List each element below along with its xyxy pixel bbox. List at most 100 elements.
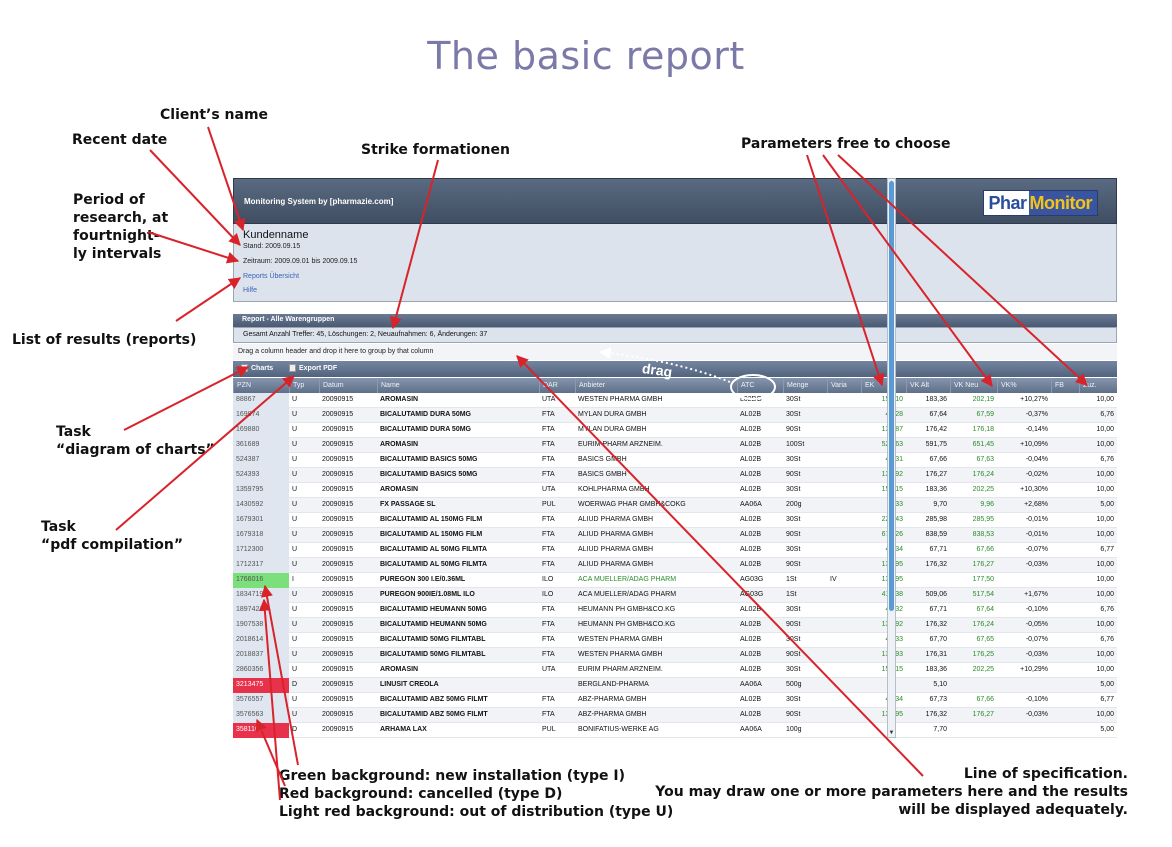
table-row[interactable]: 88867 U 20090915 AROMASIN UTA WESTEN PHARMA G… bbox=[233, 393, 1117, 408]
column-header-varia[interactable]: Varia bbox=[827, 378, 861, 393]
column-header-fb[interactable]: FB bbox=[1051, 378, 1079, 393]
scrollbar[interactable]: ▲ ▼ bbox=[887, 178, 896, 738]
callout-client-name: Client’s name bbox=[160, 107, 269, 123]
cell-name: BICALUTAMID AL 150MG FILM bbox=[380, 516, 483, 523]
table-row[interactable]: 1712317 U 20090915 BICALUTAMID AL 50MG FILM… bbox=[233, 558, 1117, 573]
table-row[interactable]: 1679318 U 20090915 BICALUTAMID AL 150MG FIL… bbox=[233, 528, 1117, 543]
export-pdf-button[interactable]: Export PDF bbox=[289, 361, 337, 377]
cell-varia bbox=[827, 603, 861, 618]
reports-overview-link[interactable]: Reports Übersicht bbox=[243, 273, 300, 280]
table-row[interactable]: 2860356 U 20090915 AROMASIN UTA EURIM PHARM A… bbox=[233, 663, 1117, 678]
column-header-anbieter[interactable]: Anbieter bbox=[575, 378, 737, 393]
cell-pzn: 1359795 bbox=[233, 483, 289, 498]
table-row[interactable]: 1897421 U 20090915 BICALUTAMID HEUMANN 50MG… bbox=[233, 603, 1117, 618]
cell-atc: AL02B bbox=[740, 621, 762, 628]
help-link[interactable]: Hilfe bbox=[243, 287, 258, 294]
table-row[interactable]: 524393 U 20090915 BICALUTAMID BASICS 50MG FT… bbox=[233, 468, 1117, 483]
summary-bar: Gesamt Anzahl Treffer: 45, Löschungen: 2… bbox=[233, 327, 1117, 343]
table-row[interactable]: 169874 U 20090915 BICALUTAMID DURA 50MG FTA M… bbox=[233, 408, 1117, 423]
column-header-vk-[interactable]: VK% bbox=[997, 378, 1051, 393]
table-row[interactable]: 2018837 U 20090915 BICALUTAMID 50MG FILMTAB… bbox=[233, 648, 1117, 663]
column-header-vk-neu[interactable]: VK Neu bbox=[950, 378, 997, 393]
cell-name: AROMASIN bbox=[380, 486, 419, 493]
cell-pzn: 1834719 bbox=[233, 588, 289, 603]
cell-atc: AL02B bbox=[740, 651, 762, 658]
table-row[interactable]: 3213475 D 20090915 LINUSIT CREOLA BERGLAND-P… bbox=[233, 678, 1117, 693]
cell-atc: L02BG bbox=[740, 396, 762, 403]
cell-vkneu bbox=[950, 678, 997, 693]
cell-pzn: 1712300 bbox=[233, 543, 289, 558]
cell-ek: 136,95 bbox=[861, 573, 906, 588]
column-header-dar[interactable]: DAR bbox=[539, 378, 575, 393]
export-pdf-label: Export PDF bbox=[299, 365, 338, 372]
table-row[interactable]: 3576557 U 20090915 BICALUTAMID ABZ 50MG FIL… bbox=[233, 693, 1117, 708]
column-header-name[interactable]: Name bbox=[377, 378, 539, 393]
cell-dar: FTA bbox=[542, 651, 555, 658]
scroll-thumb[interactable] bbox=[889, 181, 894, 611]
cell-zuz: 10,00 bbox=[1096, 651, 1114, 658]
cell-vkalt: 838,59 bbox=[925, 531, 947, 538]
cell-pzn: 88867 bbox=[233, 393, 289, 408]
cell-typ: U bbox=[292, 456, 298, 463]
cell-vkp bbox=[997, 678, 1051, 693]
cell-anbieter: ALIUD PHARMA GMBH bbox=[578, 546, 654, 553]
cell-vkalt: 67,73 bbox=[929, 696, 947, 703]
cell-vkalt: 176,27 bbox=[925, 471, 947, 478]
table-row[interactable]: 2018614 U 20090915 BICALUTAMID 50MG FILMTAB… bbox=[233, 633, 1117, 648]
cell-ek: 47,33 bbox=[861, 633, 906, 648]
cell-anbieter: HEUMANN PH GMBH&CO.KG bbox=[578, 606, 676, 613]
cell-dar: FTA bbox=[542, 636, 555, 643]
report-title-bar: Report - Alle Warengruppen bbox=[233, 314, 1117, 327]
cell-zuz: 10,00 bbox=[1096, 531, 1114, 538]
cell-anbieter: WESTEN PHARMA GMBH bbox=[578, 636, 663, 643]
table-row[interactable]: 1430592 U 20090915 FX PASSAGE SL PUL WOERWAG … bbox=[233, 498, 1117, 513]
cell-name: AROMASIN bbox=[380, 396, 419, 403]
cell-fb bbox=[1051, 513, 1079, 528]
column-header-typ[interactable]: Typ bbox=[289, 378, 319, 393]
table-row[interactable]: 169880 U 20090915 BICALUTAMID DURA 50MG FTA M… bbox=[233, 423, 1117, 438]
cell-datum: 20090915 bbox=[322, 651, 354, 658]
column-header-datum[interactable]: Datum bbox=[319, 378, 377, 393]
column-header-zuz-[interactable]: Zuz. bbox=[1079, 378, 1117, 393]
cell-vkalt: 176,31 bbox=[925, 651, 947, 658]
cell-datum: 20090915 bbox=[322, 561, 354, 568]
group-drop-zone[interactable]: Drag a column header and drop it here to… bbox=[233, 344, 1117, 360]
column-header-menge[interactable]: Menge bbox=[783, 378, 827, 393]
scroll-down-icon[interactable]: ▼ bbox=[888, 730, 895, 736]
table-row[interactable]: 1834719 U 20090915 PUREGON 900IE/1.08ML ILO… bbox=[233, 588, 1117, 603]
cell-vkalt: 183,36 bbox=[925, 666, 947, 673]
cell-ek: 135,92 bbox=[861, 468, 906, 483]
column-header-ek[interactable]: EK bbox=[861, 378, 906, 393]
cell-vkneu: 176,27 bbox=[972, 561, 994, 568]
table-row[interactable]: 1359795 U 20090915 AROMASIN UTA KOHLPHARMA GM… bbox=[233, 483, 1117, 498]
table-row[interactable]: 361689 U 20090915 AROMASIN FTA EURIM PHARM AR… bbox=[233, 438, 1117, 453]
column-header-pzn[interactable]: PZN bbox=[233, 378, 289, 393]
cell-vkp: -0,14% bbox=[1025, 426, 1048, 433]
cell-anbieter: KOHLPHARMA GMBH bbox=[578, 486, 650, 493]
cell-anbieter: BASICS GMBH bbox=[578, 456, 627, 463]
cell-vkneu: 176,18 bbox=[972, 426, 994, 433]
cell-vkneu: 202,25 bbox=[972, 486, 994, 493]
cell-dar: FTA bbox=[542, 606, 555, 613]
cell-datum: 20090915 bbox=[322, 621, 354, 628]
cell-vkneu: 67,64 bbox=[976, 606, 994, 613]
table-row[interactable]: 1766016 I 20090915 PUREGON 300 I.E/0.36ML IL… bbox=[233, 573, 1117, 588]
toolbar: Charts Export PDF bbox=[233, 361, 1117, 377]
cell-menge: 90St bbox=[786, 531, 801, 538]
period-range: Zeitraum: 2009.09.01 bis 2009.09.15 bbox=[243, 258, 358, 265]
charts-button[interactable]: Charts bbox=[241, 361, 273, 377]
cell-typ: U bbox=[292, 426, 298, 433]
cell-pzn: 1907538 bbox=[233, 618, 289, 633]
table-row[interactable]: 1907538 U 20090915 BICALUTAMID HEUMANN 50MG… bbox=[233, 618, 1117, 633]
table-row[interactable]: 1712300 U 20090915 BICALUTAMID AL 50MG FILM… bbox=[233, 543, 1117, 558]
cell-zuz: 5,00 bbox=[1100, 726, 1114, 733]
column-header-atc[interactable]: ATC bbox=[737, 378, 783, 393]
table-row[interactable]: 524387 U 20090915 BICALUTAMID BASICS 50MG FT… bbox=[233, 453, 1117, 468]
cell-vkp: -0,10% bbox=[1025, 696, 1048, 703]
table-row[interactable]: 3576563 U 20090915 BICALUTAMID ABZ 50MG FIL… bbox=[233, 708, 1117, 723]
table-row[interactable]: 3581166 D 20090915 ARHAMA LAX PUL BONIFATIUS-… bbox=[233, 723, 1117, 738]
table-row[interactable]: 1679301 U 20090915 BICALUTAMID AL 150MG FIL… bbox=[233, 513, 1117, 528]
column-header-vk-alt[interactable]: VK Alt bbox=[906, 378, 950, 393]
cell-datum: 20090915 bbox=[322, 411, 354, 418]
cell-menge: 90St bbox=[786, 651, 801, 658]
